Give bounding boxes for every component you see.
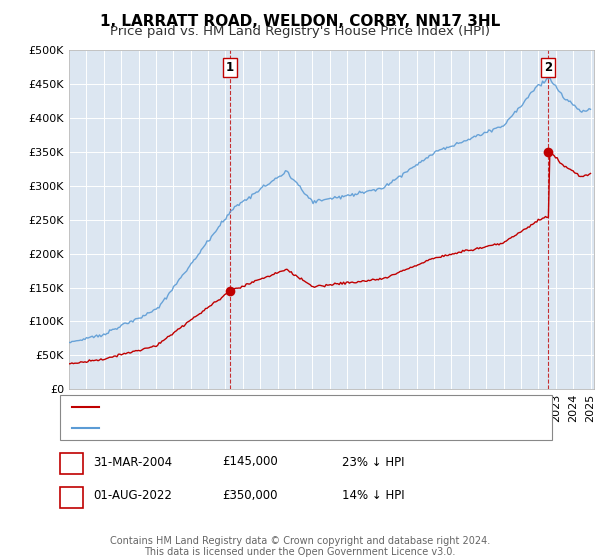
Text: £145,000: £145,000 xyxy=(222,455,278,469)
Text: Contains HM Land Registry data © Crown copyright and database right 2024.
This d: Contains HM Land Registry data © Crown c… xyxy=(110,535,490,557)
Text: 2: 2 xyxy=(67,489,76,502)
Text: 1: 1 xyxy=(67,455,76,469)
Text: 01-AUG-2022: 01-AUG-2022 xyxy=(93,489,172,502)
Text: 2: 2 xyxy=(544,60,553,73)
Text: 1: 1 xyxy=(226,60,234,73)
Text: HPI: Average price, detached house, North Northamptonshire: HPI: Average price, detached house, Nort… xyxy=(105,422,448,432)
Text: 23% ↓ HPI: 23% ↓ HPI xyxy=(342,455,404,469)
Text: 1, LARRATT ROAD, WELDON, CORBY, NN17 3HL: 1, LARRATT ROAD, WELDON, CORBY, NN17 3HL xyxy=(100,14,500,29)
Text: 31-MAR-2004: 31-MAR-2004 xyxy=(93,455,172,469)
Text: 1, LARRATT ROAD, WELDON, CORBY, NN17 3HL (detached house): 1, LARRATT ROAD, WELDON, CORBY, NN17 3HL… xyxy=(105,402,471,412)
Text: Price paid vs. HM Land Registry's House Price Index (HPI): Price paid vs. HM Land Registry's House … xyxy=(110,25,490,38)
Text: £350,000: £350,000 xyxy=(222,489,277,502)
Text: 14% ↓ HPI: 14% ↓ HPI xyxy=(342,489,404,502)
